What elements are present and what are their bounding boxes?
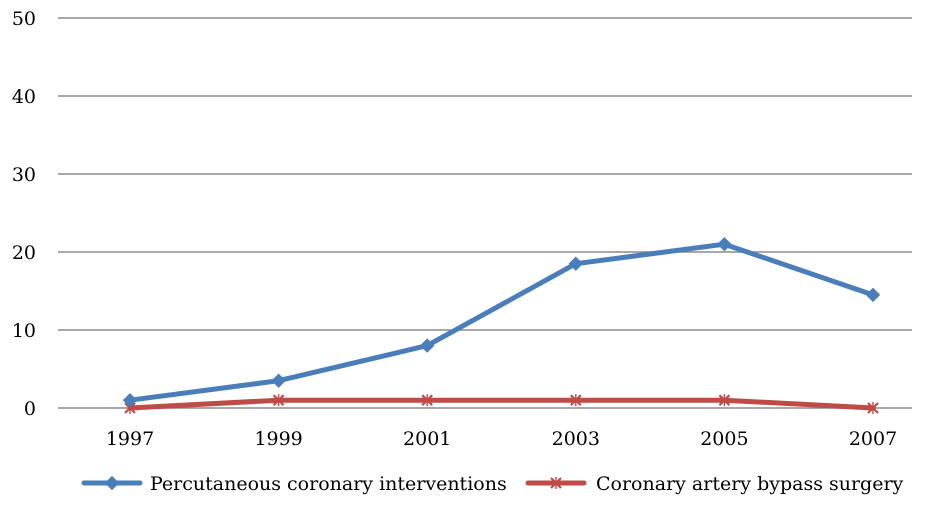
legend-marker-pci (104, 475, 120, 491)
x-tick-label: 1999 (254, 428, 302, 450)
legend-label-pci: Percutaneous coronary interventions (150, 473, 507, 495)
data-point-cabg (421, 394, 433, 407)
data-point-pci (419, 338, 435, 353)
data-point-cabg (867, 402, 879, 414)
x-tick-label: 2003 (552, 428, 600, 450)
x-tick-label: 2001 (403, 428, 451, 450)
legend-label-cabg: Coronary artery bypass surgery (596, 473, 904, 495)
data-point-pci (568, 256, 584, 271)
y-tick-label: 50 (12, 8, 36, 30)
series-line-pci (127, 241, 876, 403)
y-tick-label: 20 (12, 242, 36, 264)
legend: Percutaneous coronary interventions Coron… (81, 473, 904, 495)
data-point-pci (271, 373, 286, 388)
x-axis-tick-labels: 1997 1999 2001 2003 2005 2007 (106, 428, 897, 450)
series-line-cabg (127, 397, 876, 411)
x-tick-label: 2007 (849, 428, 897, 450)
y-tick-label: 10 (12, 320, 36, 342)
data-point-pci (122, 392, 138, 408)
data-point-cabg (570, 394, 582, 407)
series-lines (122, 236, 881, 414)
y-tick-label: 30 (12, 164, 36, 186)
x-tick-label: 2005 (700, 428, 748, 450)
legend-marker-cabg (550, 477, 562, 489)
data-point-cabg (272, 394, 285, 407)
data-point-cabg (718, 394, 731, 407)
y-tick-label: 0 (24, 398, 36, 420)
data-point-pci (717, 236, 732, 252)
y-tick-label: 40 (12, 86, 36, 108)
gridlines (58, 17, 912, 409)
x-tick-label: 1997 (106, 428, 154, 450)
y-axis-tick-labels: 0 10 20 30 40 50 (12, 8, 36, 420)
data-point-pci (865, 287, 881, 303)
